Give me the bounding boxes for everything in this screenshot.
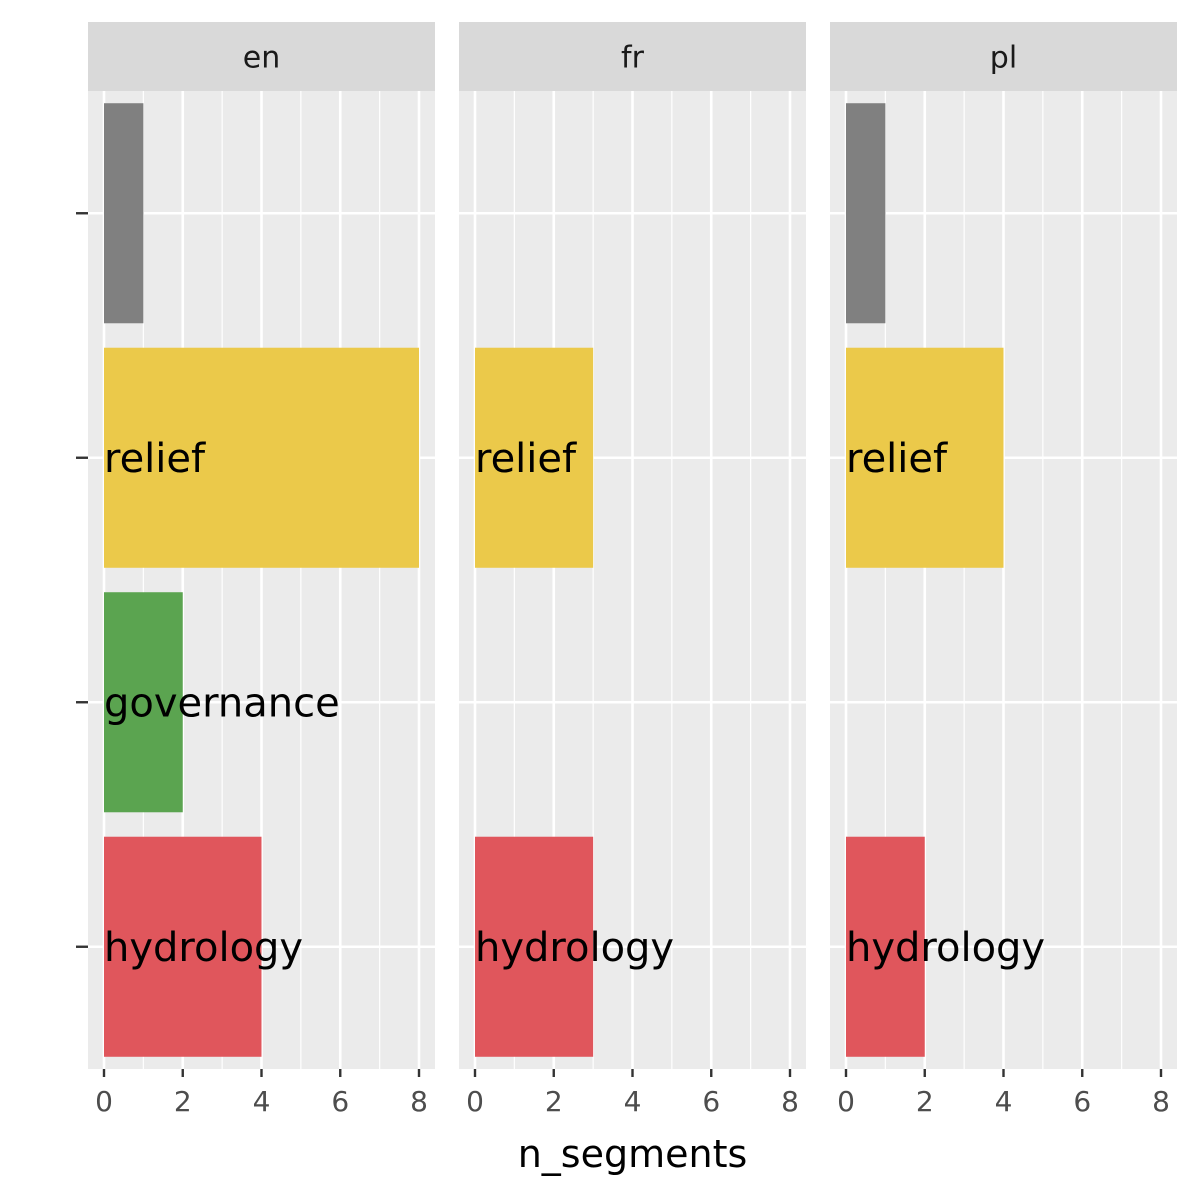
bar-en-relief xyxy=(104,347,419,568)
bar-fr-hydrology xyxy=(475,836,594,1057)
x-tick-label: 0 xyxy=(95,1085,113,1118)
bar-label: relief xyxy=(475,436,577,482)
x-axis-title: n_segments xyxy=(518,1132,748,1176)
bar-label: hydrology xyxy=(846,925,1045,971)
facet-strip-en xyxy=(88,22,435,91)
x-tick-label: 6 xyxy=(331,1085,349,1118)
facet-strip-label: en xyxy=(243,41,280,76)
x-tick-label: 2 xyxy=(545,1085,563,1118)
bar-pl-blank xyxy=(846,103,886,324)
facet-strip-label: fr xyxy=(621,41,645,76)
facet-strip-label: pl xyxy=(990,41,1017,76)
bar-label: hydrology xyxy=(104,925,303,971)
x-tick-label: 0 xyxy=(837,1085,855,1118)
x-tick-label: 4 xyxy=(253,1085,271,1118)
x-tick-label: 2 xyxy=(916,1085,934,1118)
x-tick-label: 8 xyxy=(1152,1085,1170,1118)
bar-fr-relief xyxy=(475,347,594,568)
x-tick-label: 0 xyxy=(466,1085,484,1118)
bar-label: hydrology xyxy=(475,925,674,971)
bar-label: governance xyxy=(104,680,340,726)
bar-label: relief xyxy=(846,436,948,482)
bar-pl-relief xyxy=(846,347,1004,568)
x-tick-label: 6 xyxy=(1073,1085,1091,1118)
bar-pl-hydrology xyxy=(846,836,925,1057)
x-tick-label: 8 xyxy=(781,1085,799,1118)
bar-en-blank xyxy=(104,103,144,324)
bar-label: relief xyxy=(104,436,206,482)
facet-strip-fr xyxy=(459,22,806,91)
facet-strip-pl xyxy=(830,22,1177,91)
x-tick-label: 8 xyxy=(410,1085,428,1118)
bar-en-governance xyxy=(104,592,183,813)
x-tick-label: 6 xyxy=(702,1085,720,1118)
x-tick-label: 2 xyxy=(174,1085,192,1118)
x-tick-label: 4 xyxy=(624,1085,642,1118)
x-tick-label: 4 xyxy=(995,1085,1013,1118)
bar-en-hydrology xyxy=(104,836,262,1057)
